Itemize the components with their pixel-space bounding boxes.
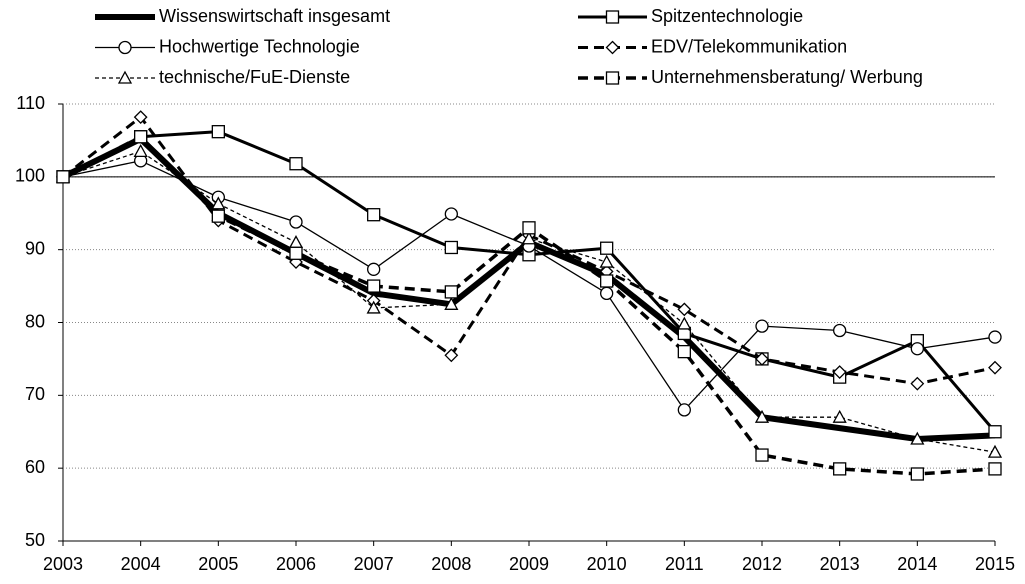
series-line [61, 135, 996, 443]
marker [754, 409, 770, 423]
marker [832, 409, 847, 423]
marker [988, 425, 1002, 439]
marker [910, 431, 925, 445]
x-tick-label: 2014 [897, 554, 937, 574]
marker [755, 351, 769, 366]
marker [289, 246, 303, 260]
marker [367, 208, 381, 222]
x-tick-label: 2006 [276, 554, 316, 574]
legend-marker [605, 10, 620, 24]
marker [677, 344, 691, 359]
x-tick-label: 2013 [820, 554, 860, 574]
marker [988, 360, 1002, 375]
y-tick-label: 50 [25, 530, 45, 550]
x-tick-label: 2011 [665, 554, 704, 574]
x-tick-label: 2012 [742, 554, 782, 574]
marker [677, 403, 691, 417]
marker [56, 170, 70, 184]
marker [988, 462, 1002, 476]
marker [832, 365, 847, 379]
x-tick-label: 2015 [975, 554, 1015, 574]
legend-label: EDV/Telekommunikation [651, 36, 847, 56]
marker [755, 448, 769, 462]
y-tick-label: 110 [16, 93, 45, 113]
y-tick-label: 80 [25, 311, 45, 331]
y-tick-label: 70 [25, 384, 45, 404]
marker [833, 323, 847, 338]
x-tick-label: 2007 [354, 554, 394, 574]
legend-marker [118, 40, 132, 55]
marker [910, 342, 924, 356]
marker [289, 157, 303, 171]
marker [600, 274, 614, 288]
legend-label: Hochwertige Technologie [159, 36, 360, 56]
marker [600, 241, 614, 255]
marker [910, 467, 924, 481]
legend-marker [605, 40, 620, 55]
series-line [62, 135, 996, 476]
marker [211, 196, 226, 210]
x-tick-label: 2005 [198, 554, 238, 574]
marker [987, 444, 1003, 458]
marker [444, 207, 458, 221]
marker [134, 130, 148, 144]
x-tick-label: 2009 [509, 554, 549, 574]
marker [444, 285, 458, 299]
y-tick-label: 90 [25, 238, 45, 258]
marker [289, 215, 303, 229]
marker [755, 319, 769, 333]
marker [444, 296, 459, 310]
marker [521, 231, 537, 245]
marker [367, 279, 381, 293]
marker [133, 110, 148, 125]
marker [677, 302, 692, 317]
marker [288, 235, 304, 249]
legend-marker [117, 70, 133, 84]
legend-label: Wissenswirtschaft insgesamt [159, 6, 390, 26]
marker [910, 376, 925, 391]
marker [444, 348, 459, 363]
legend-label: Unternehmensberatung/ Werbung [651, 67, 923, 87]
legend-label: Spitzentechnologie [651, 6, 803, 26]
marker [677, 316, 692, 330]
marker [988, 330, 1002, 344]
marker [366, 300, 381, 314]
marker [599, 254, 614, 268]
y-tick-label: 100 [15, 166, 45, 186]
legend-marker [605, 71, 620, 85]
marker [444, 240, 458, 255]
marker [367, 262, 381, 276]
y-tick-label: 60 [25, 457, 45, 477]
x-tick-label: 2003 [43, 554, 83, 574]
x-tick-label: 2004 [121, 554, 161, 574]
marker [211, 125, 225, 139]
legend-label: technische/FuE-Dienste [159, 67, 350, 87]
marker [600, 286, 614, 301]
marker [833, 462, 847, 476]
marker [522, 221, 536, 235]
x-tick-label: 2008 [431, 554, 471, 574]
marker [133, 143, 148, 157]
marker [211, 209, 225, 223]
x-tick-label: 2010 [587, 554, 627, 574]
